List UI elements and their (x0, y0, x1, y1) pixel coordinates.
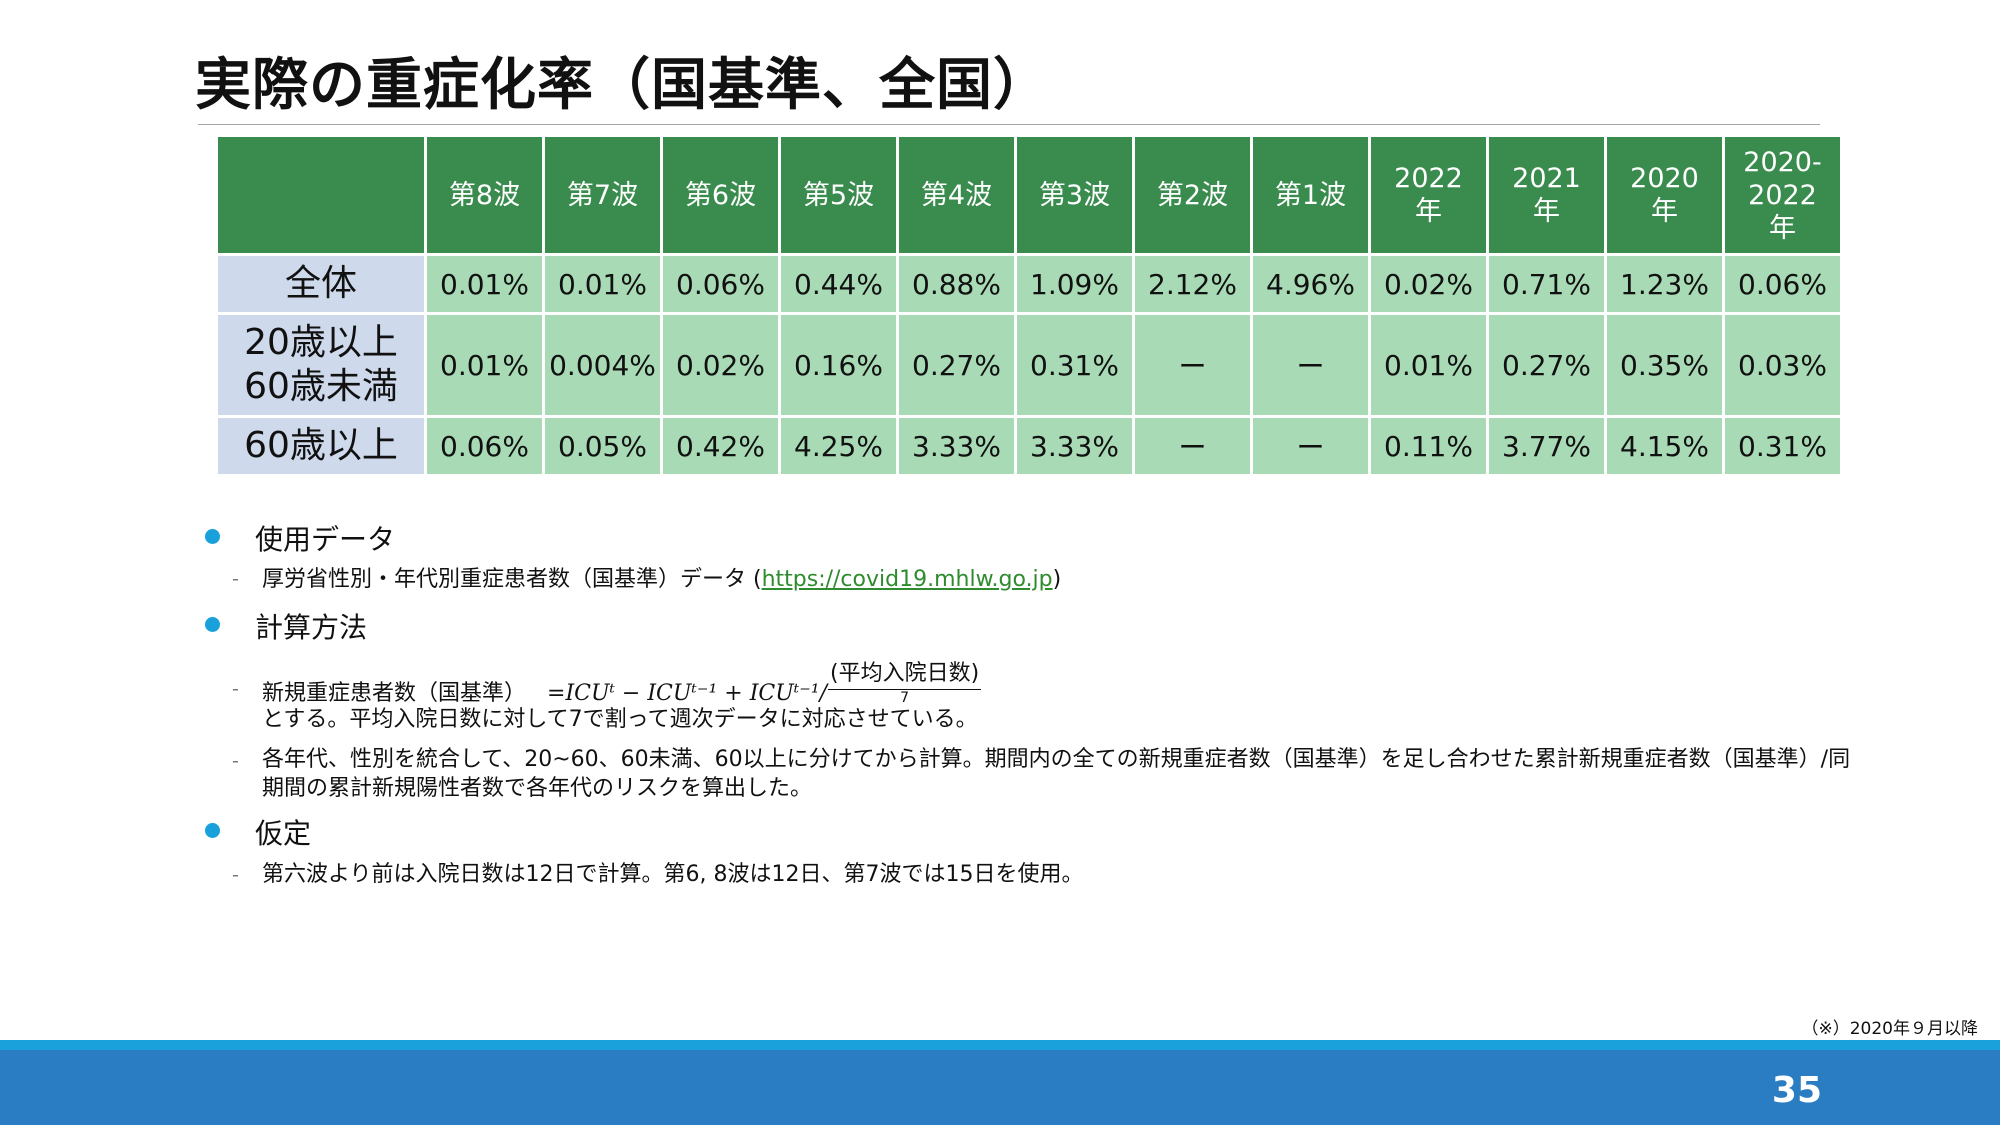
table-cell: 3.33% (1014, 415, 1135, 477)
table-row: 全体 0.01% 0.01% 0.06% 0.44% 0.88% 1.09% 2… (215, 253, 1843, 315)
table-cell: 0.31% (1722, 415, 1843, 477)
table-cell: 4.25% (778, 415, 899, 477)
method-item: 各年代、性別を統合して、20~60、60未満、60以上に分けてから計算。期間内の… (262, 747, 1851, 801)
table-cell: 1.09% (1014, 253, 1135, 315)
table-cell: 0.004% (542, 312, 663, 418)
list-dash: - (232, 864, 239, 886)
table-row: 20歳以上 60歳未満 0.01% 0.004% 0.02% 0.16% 0.27… (215, 312, 1843, 418)
bullet-icon (205, 529, 220, 544)
table-cell: ー (1250, 312, 1371, 418)
column-header-year: 2020- 2022 年 (1722, 134, 1843, 256)
table-cell: 0.01% (424, 253, 545, 315)
table-cell: 0.27% (1486, 312, 1607, 418)
column-header: 第6波 (660, 134, 781, 256)
footer-accent-line (0, 1040, 2000, 1050)
page-title: 実際の重症化率（国基準、全国） (195, 53, 1050, 118)
table-cell: 2.12% (1132, 253, 1253, 315)
table-cell: 0.05% (542, 415, 663, 477)
table-cell: 0.35% (1604, 312, 1725, 418)
header-line: 2020 (1630, 163, 1699, 194)
method-note: とする。平均入院日数に対して7で割って週次データに対応させている。 (262, 707, 978, 732)
table-cell: 0.16% (778, 312, 899, 418)
header-line: 2020- (1743, 146, 1822, 178)
row-header: 20歳以上 60歳未満 (215, 312, 427, 418)
formula-expression: =ICUᵗ − ICUᵗ⁻¹ + ICUᵗ⁻¹/ (547, 681, 828, 706)
table-cell: ー (1132, 312, 1253, 418)
formula-fraction: (平均入院日数) 7 (828, 655, 982, 706)
bullet-icon (205, 617, 220, 632)
page-number: 35 (1771, 1070, 1822, 1111)
bullet-icon (205, 823, 220, 838)
table-cell: 3.77% (1486, 415, 1607, 477)
header-line: 年 (1769, 212, 1796, 244)
section-heading-assumption: 仮定 (255, 817, 312, 850)
table-cell: 0.27% (896, 312, 1017, 418)
title-divider (198, 124, 1820, 125)
section-heading-method: 計算方法 (255, 611, 368, 644)
list-dash: - (232, 750, 239, 772)
column-header: 第3波 (1014, 134, 1135, 256)
table-cell: 0.01% (1368, 312, 1489, 418)
data-source-close: ) (1052, 567, 1062, 592)
column-header-year: 2022 年 (1368, 134, 1489, 256)
table-cell: 0.03% (1722, 312, 1843, 418)
header-line: 2022 (1748, 179, 1817, 211)
footnote: （※）2020年９月以降 (1801, 1019, 1978, 1039)
header-line: 2021 (1512, 163, 1581, 194)
table-cell: 0.42% (660, 415, 781, 477)
table-cell: ー (1132, 415, 1253, 477)
table-cell: 4.15% (1604, 415, 1725, 477)
header-line: 年 (1533, 196, 1560, 227)
column-header: 第8波 (424, 134, 545, 256)
column-header: 第4波 (896, 134, 1017, 256)
column-header: 第2波 (1132, 134, 1253, 256)
column-header: 第7波 (542, 134, 663, 256)
column-header-year: 2021 年 (1486, 134, 1607, 256)
column-header: 第5波 (778, 134, 899, 256)
column-header: 第1波 (1250, 134, 1371, 256)
list-dash: - (232, 568, 239, 590)
column-header-year: 2020 年 (1604, 134, 1725, 256)
table-cell: 0.06% (424, 415, 545, 477)
table-cell: 1.23% (1604, 253, 1725, 315)
row-header-line: 60歳未満 (244, 366, 398, 407)
data-source-link[interactable]: https://covid19.mhlw.go.jp (761, 567, 1053, 592)
table-cell: 0.02% (660, 312, 781, 418)
row-header-line: 20歳以上 (244, 322, 398, 363)
table-cell: ー (1250, 415, 1371, 477)
row-header: 60歳以上 (215, 415, 427, 477)
header-line: 年 (1651, 196, 1678, 227)
data-source-text: 厚労省性別・年代別重症患者数（国基準）データ ( (262, 567, 762, 592)
formula-numerator: (平均入院日数) (828, 655, 982, 690)
list-dash: - (232, 678, 239, 700)
row-header: 全体 (215, 253, 427, 315)
severity-rate-table: 第8波 第7波 第6波 第5波 第4波 第3波 第2波 第1波 2022 年 20… (215, 134, 1843, 477)
table-cell: 0.06% (1722, 253, 1843, 315)
table-cell: 0.71% (1486, 253, 1607, 315)
table-cell: 0.06% (660, 253, 781, 315)
table-cell: 0.01% (542, 253, 663, 315)
table-row: 60歳以上 0.06% 0.05% 0.42% 4.25% 3.33% 3.33… (215, 415, 1843, 477)
table-cell: 0.02% (1368, 253, 1489, 315)
section-heading-data: 使用データ (255, 523, 396, 556)
formula-denominator: 7 (900, 690, 910, 706)
formula-label: 新規重症患者数（国基準） (262, 681, 527, 706)
table-cell: 0.11% (1368, 415, 1489, 477)
table-corner-cell (215, 134, 427, 256)
footer-bar (0, 1050, 2000, 1125)
table-cell: 4.96% (1250, 253, 1371, 315)
table-cell: 0.01% (424, 312, 545, 418)
table-cell: 0.31% (1014, 312, 1135, 418)
table-header-row: 第8波 第7波 第6波 第5波 第4波 第3波 第2波 第1波 2022 年 20… (215, 134, 1843, 256)
table-cell: 3.33% (896, 415, 1017, 477)
formula-line: 新規重症患者数（国基準） =ICUᵗ − ICUᵗ⁻¹ + ICUᵗ⁻¹/ (262, 675, 827, 707)
table-cell: 0.44% (778, 253, 899, 315)
header-line: 2022 (1394, 163, 1463, 194)
header-line: 年 (1415, 196, 1442, 227)
table-cell: 0.88% (896, 253, 1017, 315)
assumption-item: 第六波より前は入院日数は12日で計算。第6, 8波は12日、第7波では15日を使… (262, 862, 1084, 887)
data-source-item: 厚労省性別・年代別重症患者数（国基準）データ (https://covid19.… (262, 565, 1061, 594)
